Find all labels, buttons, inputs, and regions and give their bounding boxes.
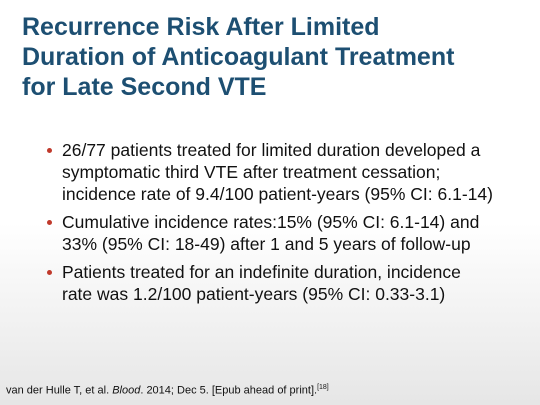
bullet-line: Patients treated for an indefinite durat…: [62, 262, 461, 282]
citation-text: . 2014; Dec 5. [Epub ahead of print].: [140, 384, 318, 397]
bullet-marker: [47, 270, 52, 275]
bullet-item: 26/77 patients treated for limited durat…: [47, 139, 493, 205]
citation: van der Hulle T, et al. Blood. 2014; Dec…: [6, 384, 329, 397]
bullet-line: Cumulative incidence rates:15% (95% CI: …: [62, 212, 480, 232]
slide-title: Recurrence Risk After Limited Duration of…: [22, 12, 454, 102]
citation-text: van der Hulle T, et al.: [6, 384, 113, 397]
bullet-line: 26/77 patients treated for limited durat…: [62, 140, 481, 160]
bullet-marker: [47, 148, 52, 153]
bullet-line: symptomatic third VTE after treatment ce…: [62, 162, 441, 182]
title-line: Recurrence Risk After Limited: [22, 13, 380, 41]
bullet-marker: [47, 220, 52, 225]
bullet-line: 33% (95% CI: 18-49) after 1 and 5 years …: [62, 234, 471, 254]
citation-journal: Blood: [112, 384, 141, 397]
bullet-line: incidence rate of 9.4/100 patient-years …: [62, 184, 493, 204]
bullet-line: rate was 1.2/100 patient-years (95% CI: …: [62, 284, 446, 304]
citation-ref: [18]: [317, 384, 329, 391]
title-line: for Late Second VTE: [22, 73, 267, 101]
bullet-item: Cumulative incidence rates:15% (95% CI: …: [47, 211, 480, 255]
title-line: Duration of Anticoagulant Treatment: [22, 43, 455, 71]
bullet-item: Patients treated for an indefinite durat…: [47, 261, 461, 305]
